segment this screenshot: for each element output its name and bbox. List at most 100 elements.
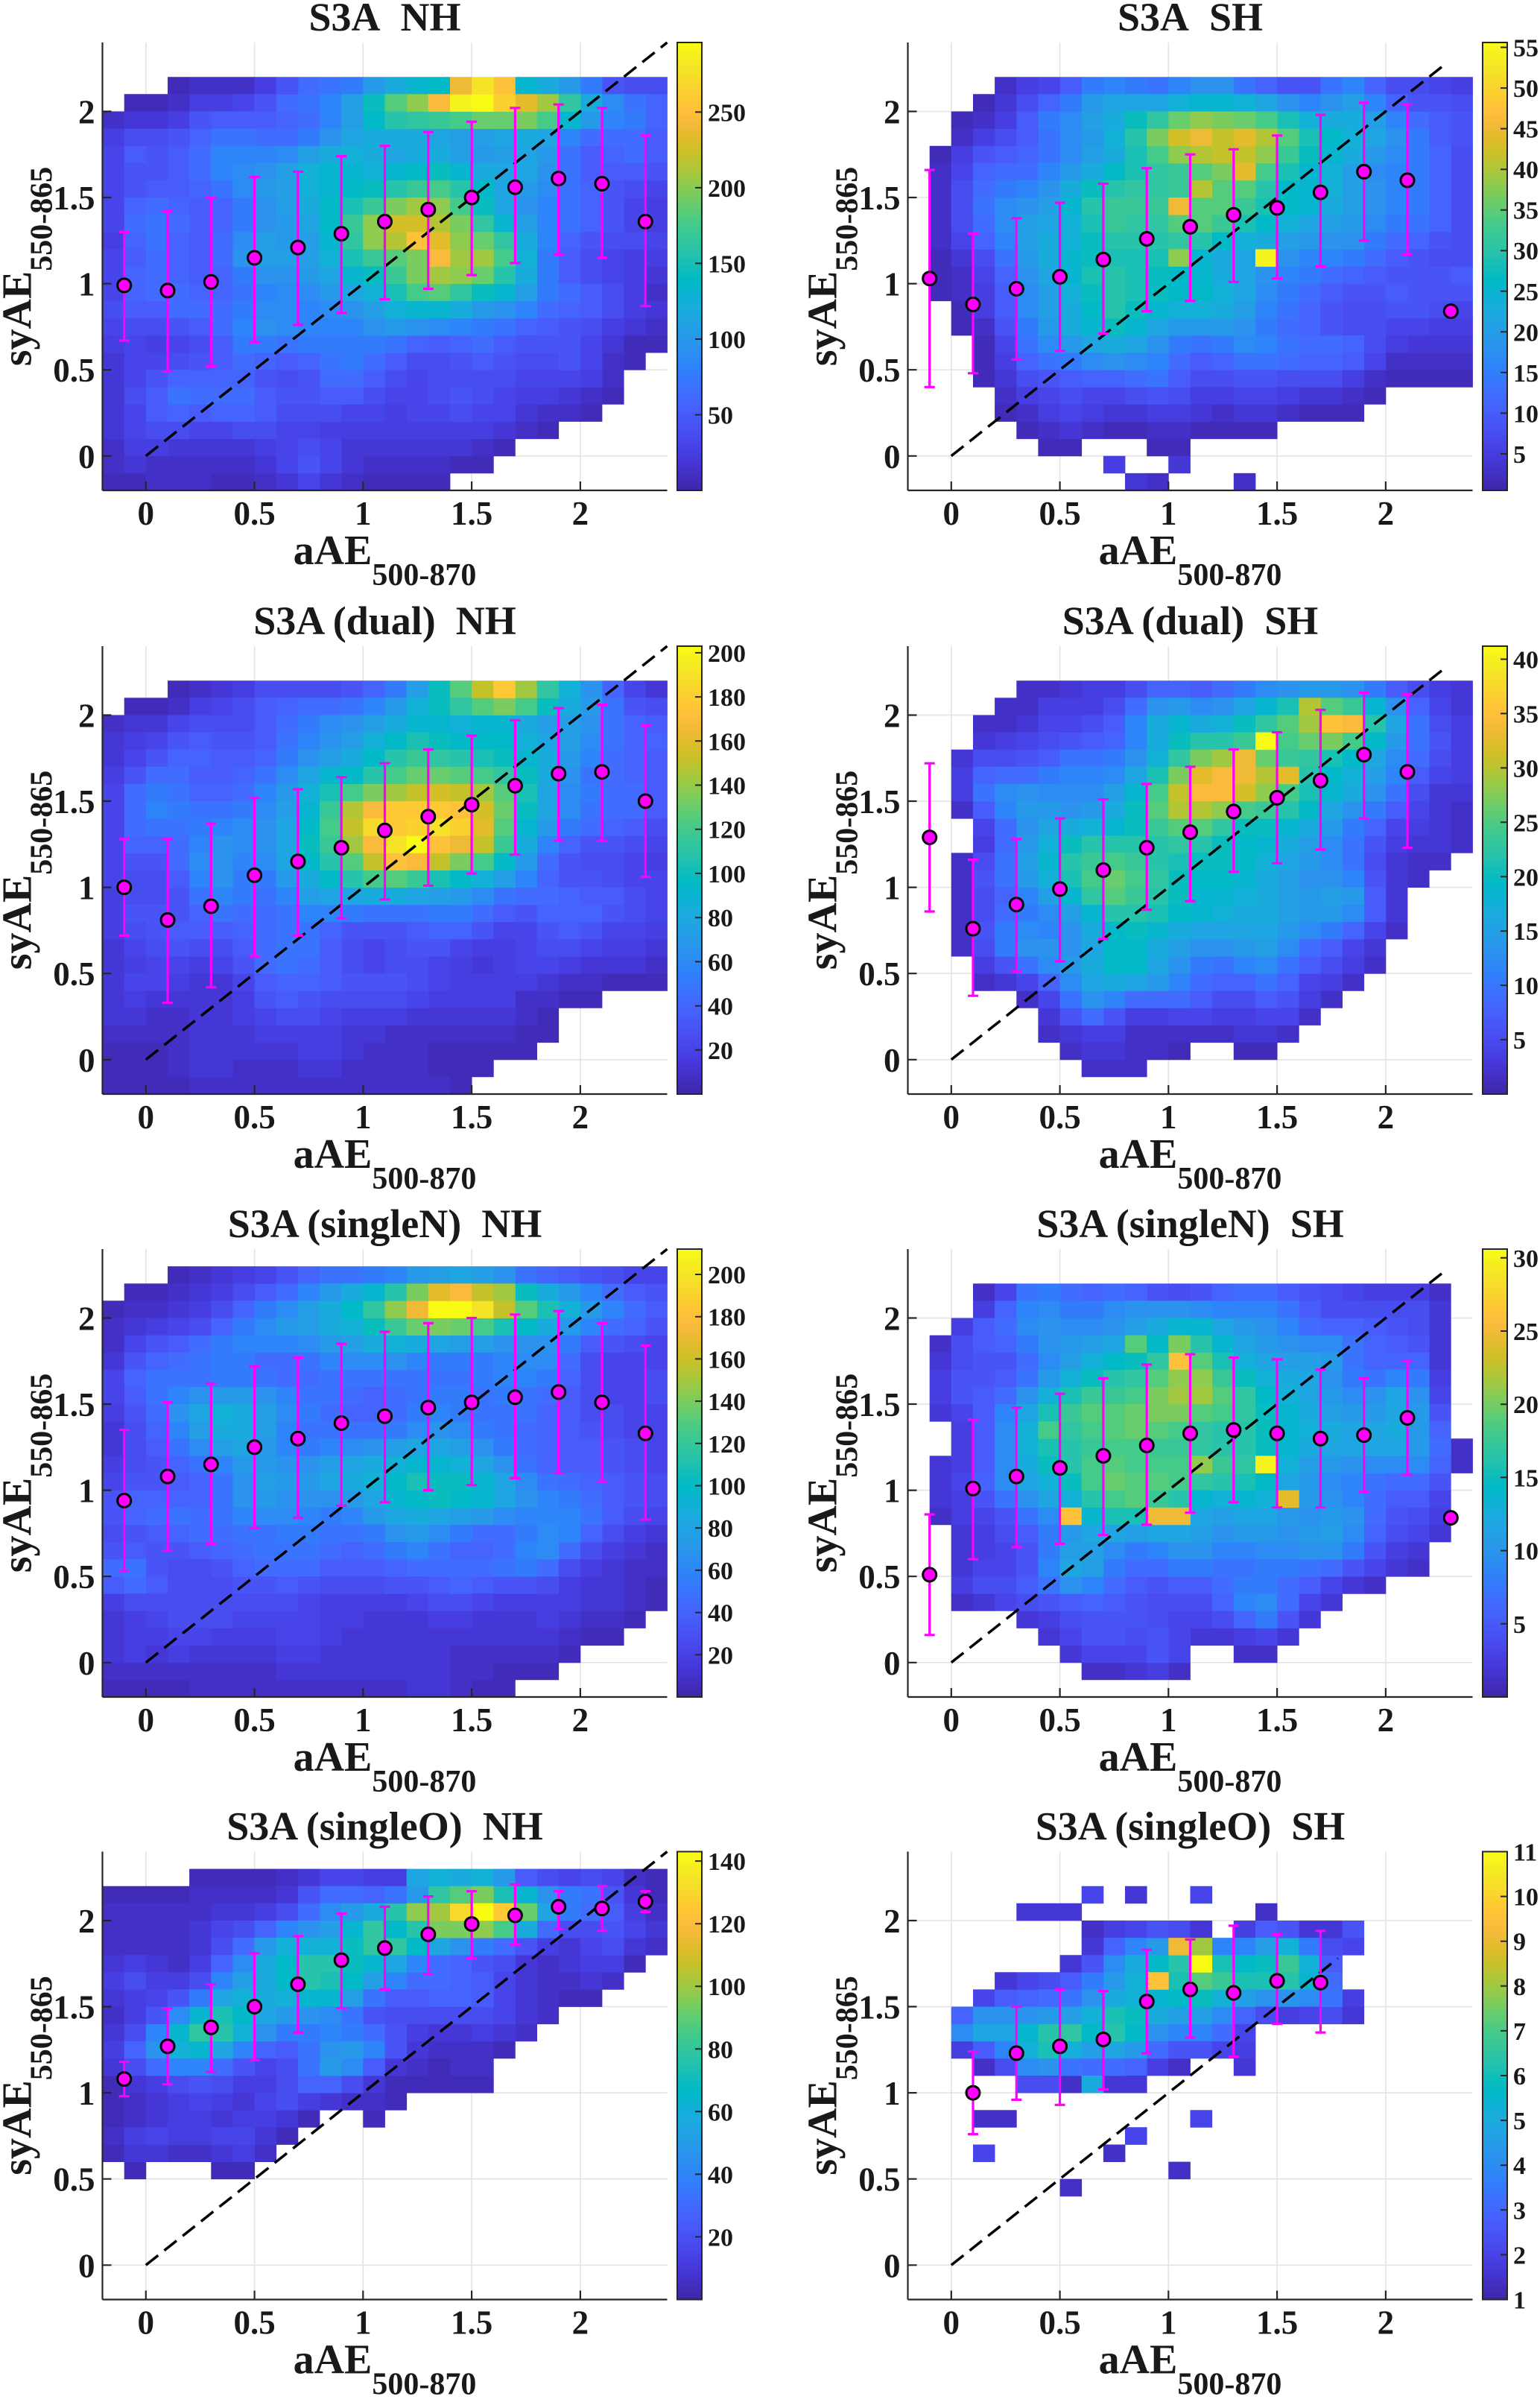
- svg-text:1: 1: [355, 495, 372, 532]
- svg-text:2: 2: [572, 1701, 589, 1739]
- svg-text:2: 2: [1378, 1701, 1395, 1739]
- svg-text:100: 100: [708, 1473, 746, 1501]
- svg-text:0: 0: [884, 1042, 901, 1079]
- svg-text:200: 200: [708, 1262, 746, 1289]
- svg-text:1: 1: [884, 1473, 901, 1510]
- svg-text:0.5: 0.5: [233, 1701, 275, 1739]
- svg-text:100: 100: [708, 1973, 746, 2001]
- svg-text:2: 2: [884, 1301, 901, 1338]
- svg-text:0.5: 0.5: [858, 955, 900, 993]
- svg-text:1.5: 1.5: [451, 2304, 492, 2342]
- svg-text:0.5: 0.5: [53, 1558, 95, 1596]
- svg-text:5: 5: [1513, 1611, 1526, 1639]
- svg-text:100: 100: [708, 326, 746, 354]
- svg-text:0.5: 0.5: [858, 1558, 900, 1596]
- svg-text:5: 5: [1513, 441, 1526, 469]
- svg-text:0: 0: [78, 1645, 95, 1682]
- svg-text:120: 120: [708, 1431, 746, 1459]
- svg-text:15: 15: [1513, 1464, 1539, 1492]
- svg-text:1: 1: [78, 1473, 95, 1510]
- svg-text:1.5: 1.5: [53, 1989, 95, 2026]
- svg-text:40: 40: [708, 993, 733, 1021]
- svg-text:0.5: 0.5: [1039, 495, 1080, 532]
- svg-text:1: 1: [1160, 1099, 1177, 1136]
- svg-text:0.5: 0.5: [1039, 1099, 1080, 1136]
- svg-text:S3A (singleO) SH: S3A (singleO) SH: [1036, 1804, 1346, 1849]
- svg-text:1.5: 1.5: [858, 1989, 900, 2026]
- svg-text:2: 2: [78, 698, 95, 735]
- svg-text:30: 30: [1513, 1245, 1539, 1273]
- svg-text:S3A (dual) SH: S3A (dual) SH: [1062, 598, 1319, 643]
- svg-text:250: 250: [708, 99, 746, 127]
- svg-text:6: 6: [1513, 2063, 1526, 2090]
- svg-text:2: 2: [78, 94, 95, 131]
- svg-text:3: 3: [1513, 2197, 1526, 2225]
- svg-text:160: 160: [708, 728, 746, 756]
- svg-text:180: 180: [708, 684, 746, 712]
- svg-text:0: 0: [138, 1701, 155, 1739]
- svg-text:80: 80: [708, 905, 733, 932]
- svg-text:S3A NH: S3A NH: [308, 0, 460, 39]
- svg-text:5: 5: [1513, 2108, 1526, 2135]
- svg-text:160: 160: [708, 1346, 746, 1374]
- svg-text:55: 55: [1513, 35, 1539, 63]
- svg-text:1: 1: [1160, 495, 1177, 532]
- svg-text:40: 40: [1513, 157, 1539, 184]
- svg-text:140: 140: [708, 1848, 746, 1876]
- svg-text:2: 2: [884, 698, 901, 735]
- svg-text:40: 40: [708, 2161, 733, 2189]
- svg-text:1: 1: [78, 870, 95, 907]
- svg-text:1.5: 1.5: [1256, 1099, 1298, 1136]
- svg-text:1: 1: [884, 870, 901, 907]
- svg-text:1: 1: [1513, 2287, 1526, 2315]
- svg-text:1.5: 1.5: [1256, 1701, 1298, 1739]
- svg-text:10: 10: [1513, 1538, 1539, 1566]
- svg-text:2: 2: [884, 94, 901, 131]
- svg-text:100: 100: [708, 861, 746, 888]
- svg-text:1.5: 1.5: [858, 1386, 900, 1423]
- svg-text:0: 0: [943, 495, 960, 532]
- svg-text:1: 1: [355, 2304, 372, 2342]
- svg-text:2: 2: [572, 1099, 589, 1136]
- svg-text:1.5: 1.5: [1256, 495, 1298, 532]
- svg-text:1.5: 1.5: [53, 1386, 95, 1423]
- svg-text:120: 120: [708, 1911, 746, 1938]
- svg-text:20: 20: [708, 1642, 733, 1669]
- svg-text:1.5: 1.5: [451, 1701, 492, 1739]
- svg-text:0.5: 0.5: [233, 1099, 275, 1136]
- svg-text:60: 60: [708, 1558, 733, 1585]
- svg-text:8: 8: [1513, 1973, 1526, 2001]
- svg-text:1.5: 1.5: [858, 180, 900, 217]
- svg-text:2: 2: [1378, 1099, 1395, 1136]
- svg-text:35: 35: [1513, 197, 1539, 225]
- svg-text:0.5: 0.5: [233, 495, 275, 532]
- svg-text:20: 20: [1513, 864, 1539, 891]
- svg-text:180: 180: [708, 1304, 746, 1332]
- svg-text:9: 9: [1513, 1929, 1526, 1956]
- svg-text:0: 0: [943, 2304, 960, 2342]
- svg-text:15: 15: [1513, 918, 1539, 946]
- svg-text:2: 2: [884, 1903, 901, 1940]
- svg-text:1.5: 1.5: [53, 180, 95, 217]
- svg-text:0: 0: [138, 1099, 155, 1136]
- svg-text:1: 1: [78, 2075, 95, 2112]
- svg-text:7: 7: [1513, 2018, 1526, 2046]
- svg-text:45: 45: [1513, 116, 1539, 144]
- svg-text:200: 200: [708, 175, 746, 203]
- svg-text:50: 50: [1513, 75, 1539, 103]
- svg-text:0.5: 0.5: [53, 352, 95, 389]
- svg-text:80: 80: [708, 1515, 733, 1543]
- svg-text:20: 20: [1513, 319, 1539, 347]
- svg-text:0: 0: [884, 438, 901, 475]
- svg-text:S3A (singleN) SH: S3A (singleN) SH: [1036, 1201, 1344, 1246]
- svg-text:0: 0: [943, 1701, 960, 1739]
- svg-text:1.5: 1.5: [53, 783, 95, 821]
- svg-text:0.5: 0.5: [53, 2161, 95, 2199]
- svg-text:S3A (singleO) NH: S3A (singleO) NH: [226, 1804, 543, 1849]
- svg-text:20: 20: [708, 1037, 733, 1065]
- svg-text:0: 0: [138, 2304, 155, 2342]
- svg-text:0.5: 0.5: [858, 352, 900, 389]
- svg-text:S3A SH: S3A SH: [1118, 0, 1263, 39]
- svg-text:25: 25: [1513, 279, 1539, 306]
- svg-text:1.5: 1.5: [1256, 2304, 1298, 2342]
